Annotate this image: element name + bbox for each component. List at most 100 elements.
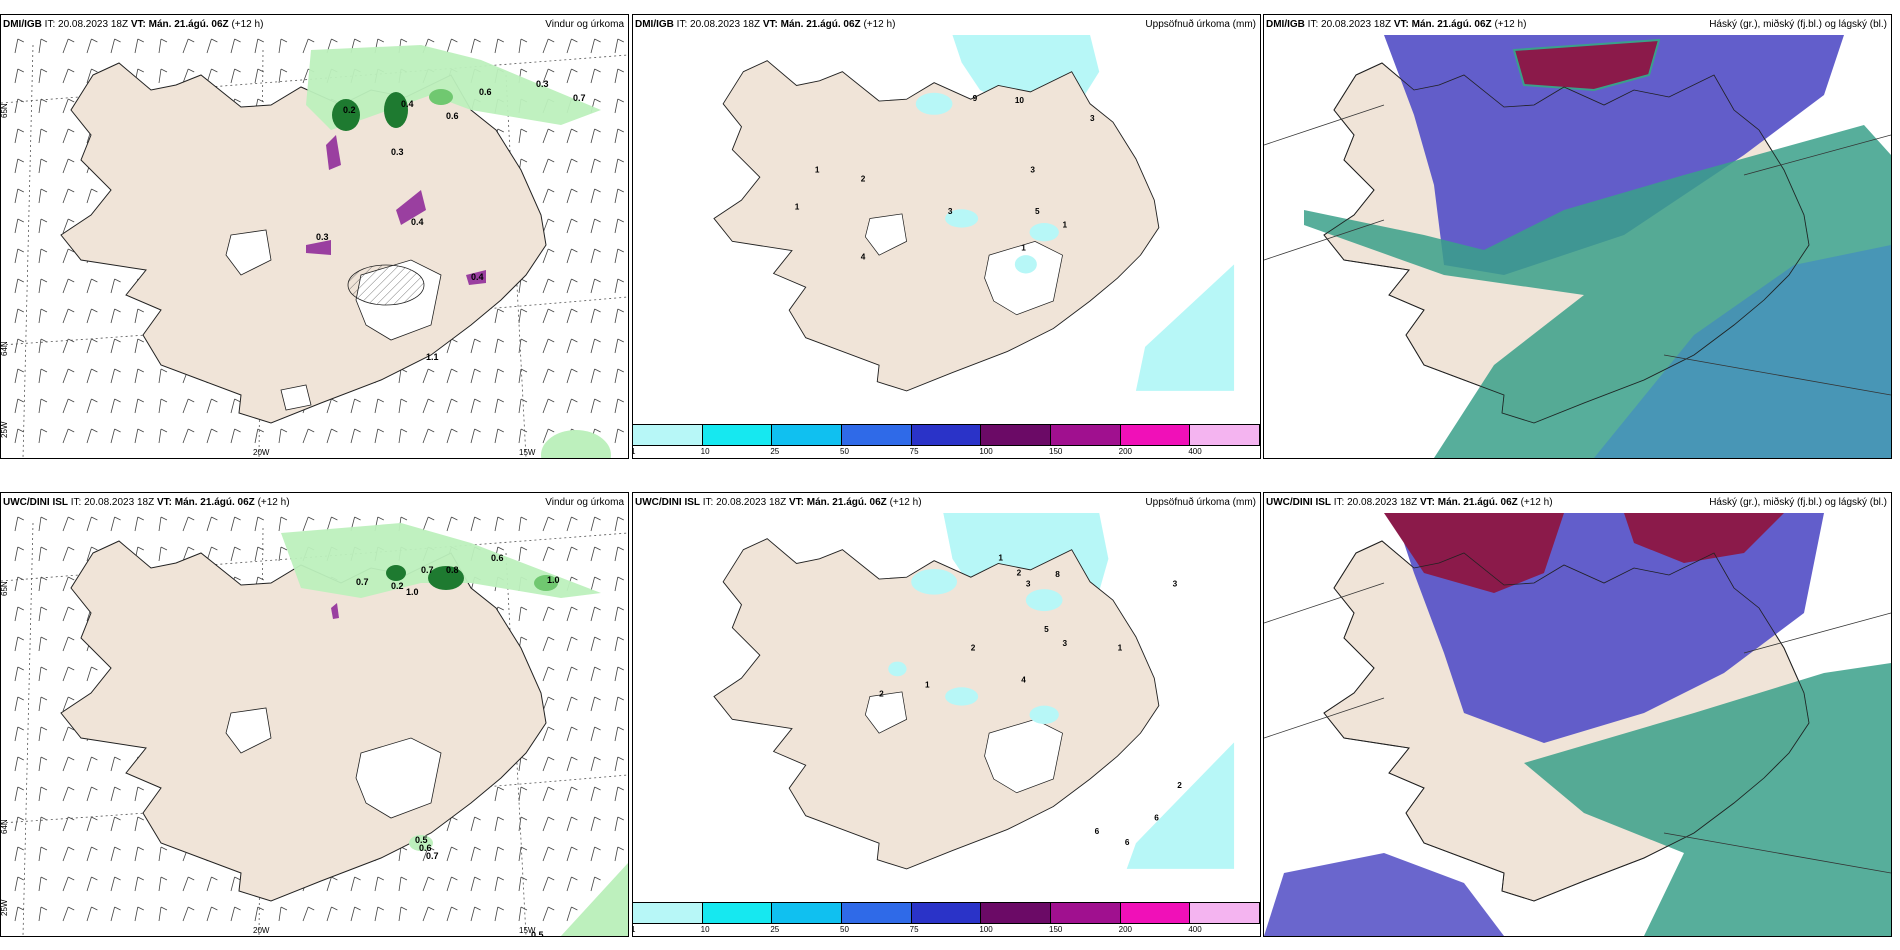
coastline bbox=[1323, 540, 1810, 902]
legend-tick: 150 bbox=[1049, 447, 1063, 456]
panel-wind-precip-dmi[interactable]: DMI/IGB IT: 20.08.2023 18Z VT: Mán. 21.á… bbox=[0, 14, 629, 459]
wind-barb bbox=[542, 636, 555, 652]
wind-barb bbox=[470, 368, 481, 384]
wind-barb bbox=[614, 248, 624, 264]
wind-barb bbox=[566, 756, 578, 772]
wind-barb bbox=[254, 516, 264, 532]
legend-swatch bbox=[1190, 425, 1260, 445]
value-label: 5 bbox=[1035, 207, 1040, 216]
legend-tick: 200 bbox=[1118, 447, 1133, 456]
wind-barb bbox=[14, 398, 24, 414]
wind-barb bbox=[542, 278, 555, 294]
wind-barb bbox=[326, 876, 338, 892]
wind-barb bbox=[422, 876, 435, 892]
wind-barb bbox=[62, 308, 75, 324]
glaciers bbox=[225, 707, 442, 819]
wind-barb bbox=[86, 786, 98, 802]
map-clouds[interactable] bbox=[1264, 35, 1891, 458]
precip-areas bbox=[281, 523, 628, 936]
high-cloud-area-east bbox=[1624, 513, 1784, 563]
high-cloud-area bbox=[1512, 38, 1661, 92]
panel-clouds-dmi[interactable]: DMI/IGB IT: 20.08.2023 18Z VT: Mán. 21.á… bbox=[1263, 14, 1892, 459]
wind-barb bbox=[86, 68, 98, 84]
wind-barb bbox=[470, 816, 481, 832]
value-label: 3 bbox=[1173, 579, 1178, 588]
wind-barb bbox=[542, 726, 555, 742]
value-label: 1.0 bbox=[406, 587, 419, 597]
wind-barb bbox=[134, 398, 144, 414]
wind-barb bbox=[542, 38, 555, 54]
wind-barb bbox=[86, 188, 98, 204]
wind-barb bbox=[614, 846, 624, 862]
wind-barb bbox=[614, 816, 624, 832]
iceland-landmass bbox=[713, 538, 1160, 870]
wind-barb bbox=[134, 338, 144, 354]
legend-swatch bbox=[1190, 903, 1260, 923]
panel-clouds-uwc[interactable]: UWC/DINI ISL IT: 20.08.2023 18Z VT: Mán.… bbox=[1263, 492, 1892, 937]
precip-areas bbox=[306, 45, 611, 458]
wind-barb bbox=[14, 368, 24, 384]
wind-barb bbox=[374, 876, 384, 892]
wind-barb bbox=[38, 218, 48, 234]
value-label: 0.3 bbox=[536, 79, 549, 89]
wind-barb bbox=[566, 218, 578, 234]
wind-barb bbox=[590, 128, 601, 144]
map-wind-precip[interactable]: 0.6 0.3 0.7 0.2 0.4 0.6 0.3 0.4 0.3 1.1 0.4 65N 64… bbox=[1, 35, 628, 458]
wind-barb bbox=[590, 338, 601, 354]
wind-barb bbox=[110, 398, 121, 414]
wind-barb bbox=[38, 636, 48, 652]
model-name: UWC/DINI ISL bbox=[3, 497, 68, 508]
wind-barb bbox=[14, 338, 24, 354]
sector-lines bbox=[1264, 582, 1891, 874]
wind-barb bbox=[614, 98, 624, 114]
legend-tick: 200 bbox=[1118, 925, 1133, 934]
value-label: 6 bbox=[1095, 827, 1100, 836]
wind-barb bbox=[62, 756, 75, 772]
wind-barb bbox=[590, 516, 601, 532]
precip-labels: 0.61.00.70.80.70.21.00.50.60.70.5 bbox=[356, 553, 560, 936]
glaciers bbox=[225, 229, 442, 411]
wind-barb bbox=[14, 906, 24, 922]
wind-barb bbox=[86, 38, 98, 54]
value-label: 0.3 bbox=[316, 232, 329, 242]
value-label: 2 bbox=[1017, 568, 1022, 577]
wind-barb bbox=[278, 546, 288, 562]
legend-swatch bbox=[702, 425, 773, 445]
wind-barb bbox=[542, 248, 555, 264]
wind-barb bbox=[470, 876, 481, 892]
value-label: 0.4 bbox=[401, 99, 414, 109]
wind-barb bbox=[158, 846, 168, 862]
wind-barb bbox=[494, 816, 504, 832]
map-clouds[interactable] bbox=[1264, 513, 1891, 936]
wind-barb bbox=[518, 308, 528, 324]
wind-barb bbox=[38, 756, 48, 772]
wind-barb bbox=[566, 876, 578, 892]
wind-barb bbox=[14, 606, 24, 622]
map-accum-precip[interactable]: 9 10 3 1 1 2 3 5 3 1 4 1 bbox=[633, 35, 1260, 423]
wind-barb bbox=[542, 428, 555, 444]
panel-accum-precip-uwc[interactable]: UWC/DINI ISL IT: 20.08.2023 18Z VT: Mán.… bbox=[632, 492, 1261, 937]
wind-barb bbox=[38, 546, 48, 562]
wind-barb bbox=[614, 726, 624, 742]
wind-barb bbox=[110, 816, 121, 832]
value-label: 3 bbox=[1026, 579, 1031, 588]
wind-barb bbox=[62, 906, 75, 922]
panel-accum-precip-dmi[interactable]: DMI/IGB IT: 20.08.2023 18Z VT: Mán. 21.á… bbox=[632, 14, 1261, 459]
wind-barb bbox=[254, 906, 264, 922]
panel-wind-precip-uwc[interactable]: UWC/DINI ISL IT: 20.08.2023 18Z VT: Mán.… bbox=[0, 492, 629, 937]
wind-barb bbox=[62, 128, 75, 144]
field-name: Uppsöfnuð úrkoma (mm) bbox=[1145, 497, 1256, 508]
accum-area-east bbox=[1126, 742, 1235, 869]
wind-barb bbox=[14, 816, 24, 832]
value-label: 8 bbox=[1055, 570, 1060, 579]
wind-barb bbox=[518, 606, 528, 622]
wind-barb bbox=[446, 428, 458, 444]
map-wind-precip[interactable]: 0.61.00.70.80.70.21.00.50.60.70.5 65N 64… bbox=[1, 513, 628, 936]
wind-barb bbox=[86, 876, 98, 892]
valid-label: VT: bbox=[762, 19, 778, 30]
wind-barb bbox=[134, 428, 144, 444]
legend-swatch bbox=[633, 425, 703, 445]
wind-barb bbox=[62, 368, 75, 384]
wind-barb bbox=[590, 188, 601, 204]
